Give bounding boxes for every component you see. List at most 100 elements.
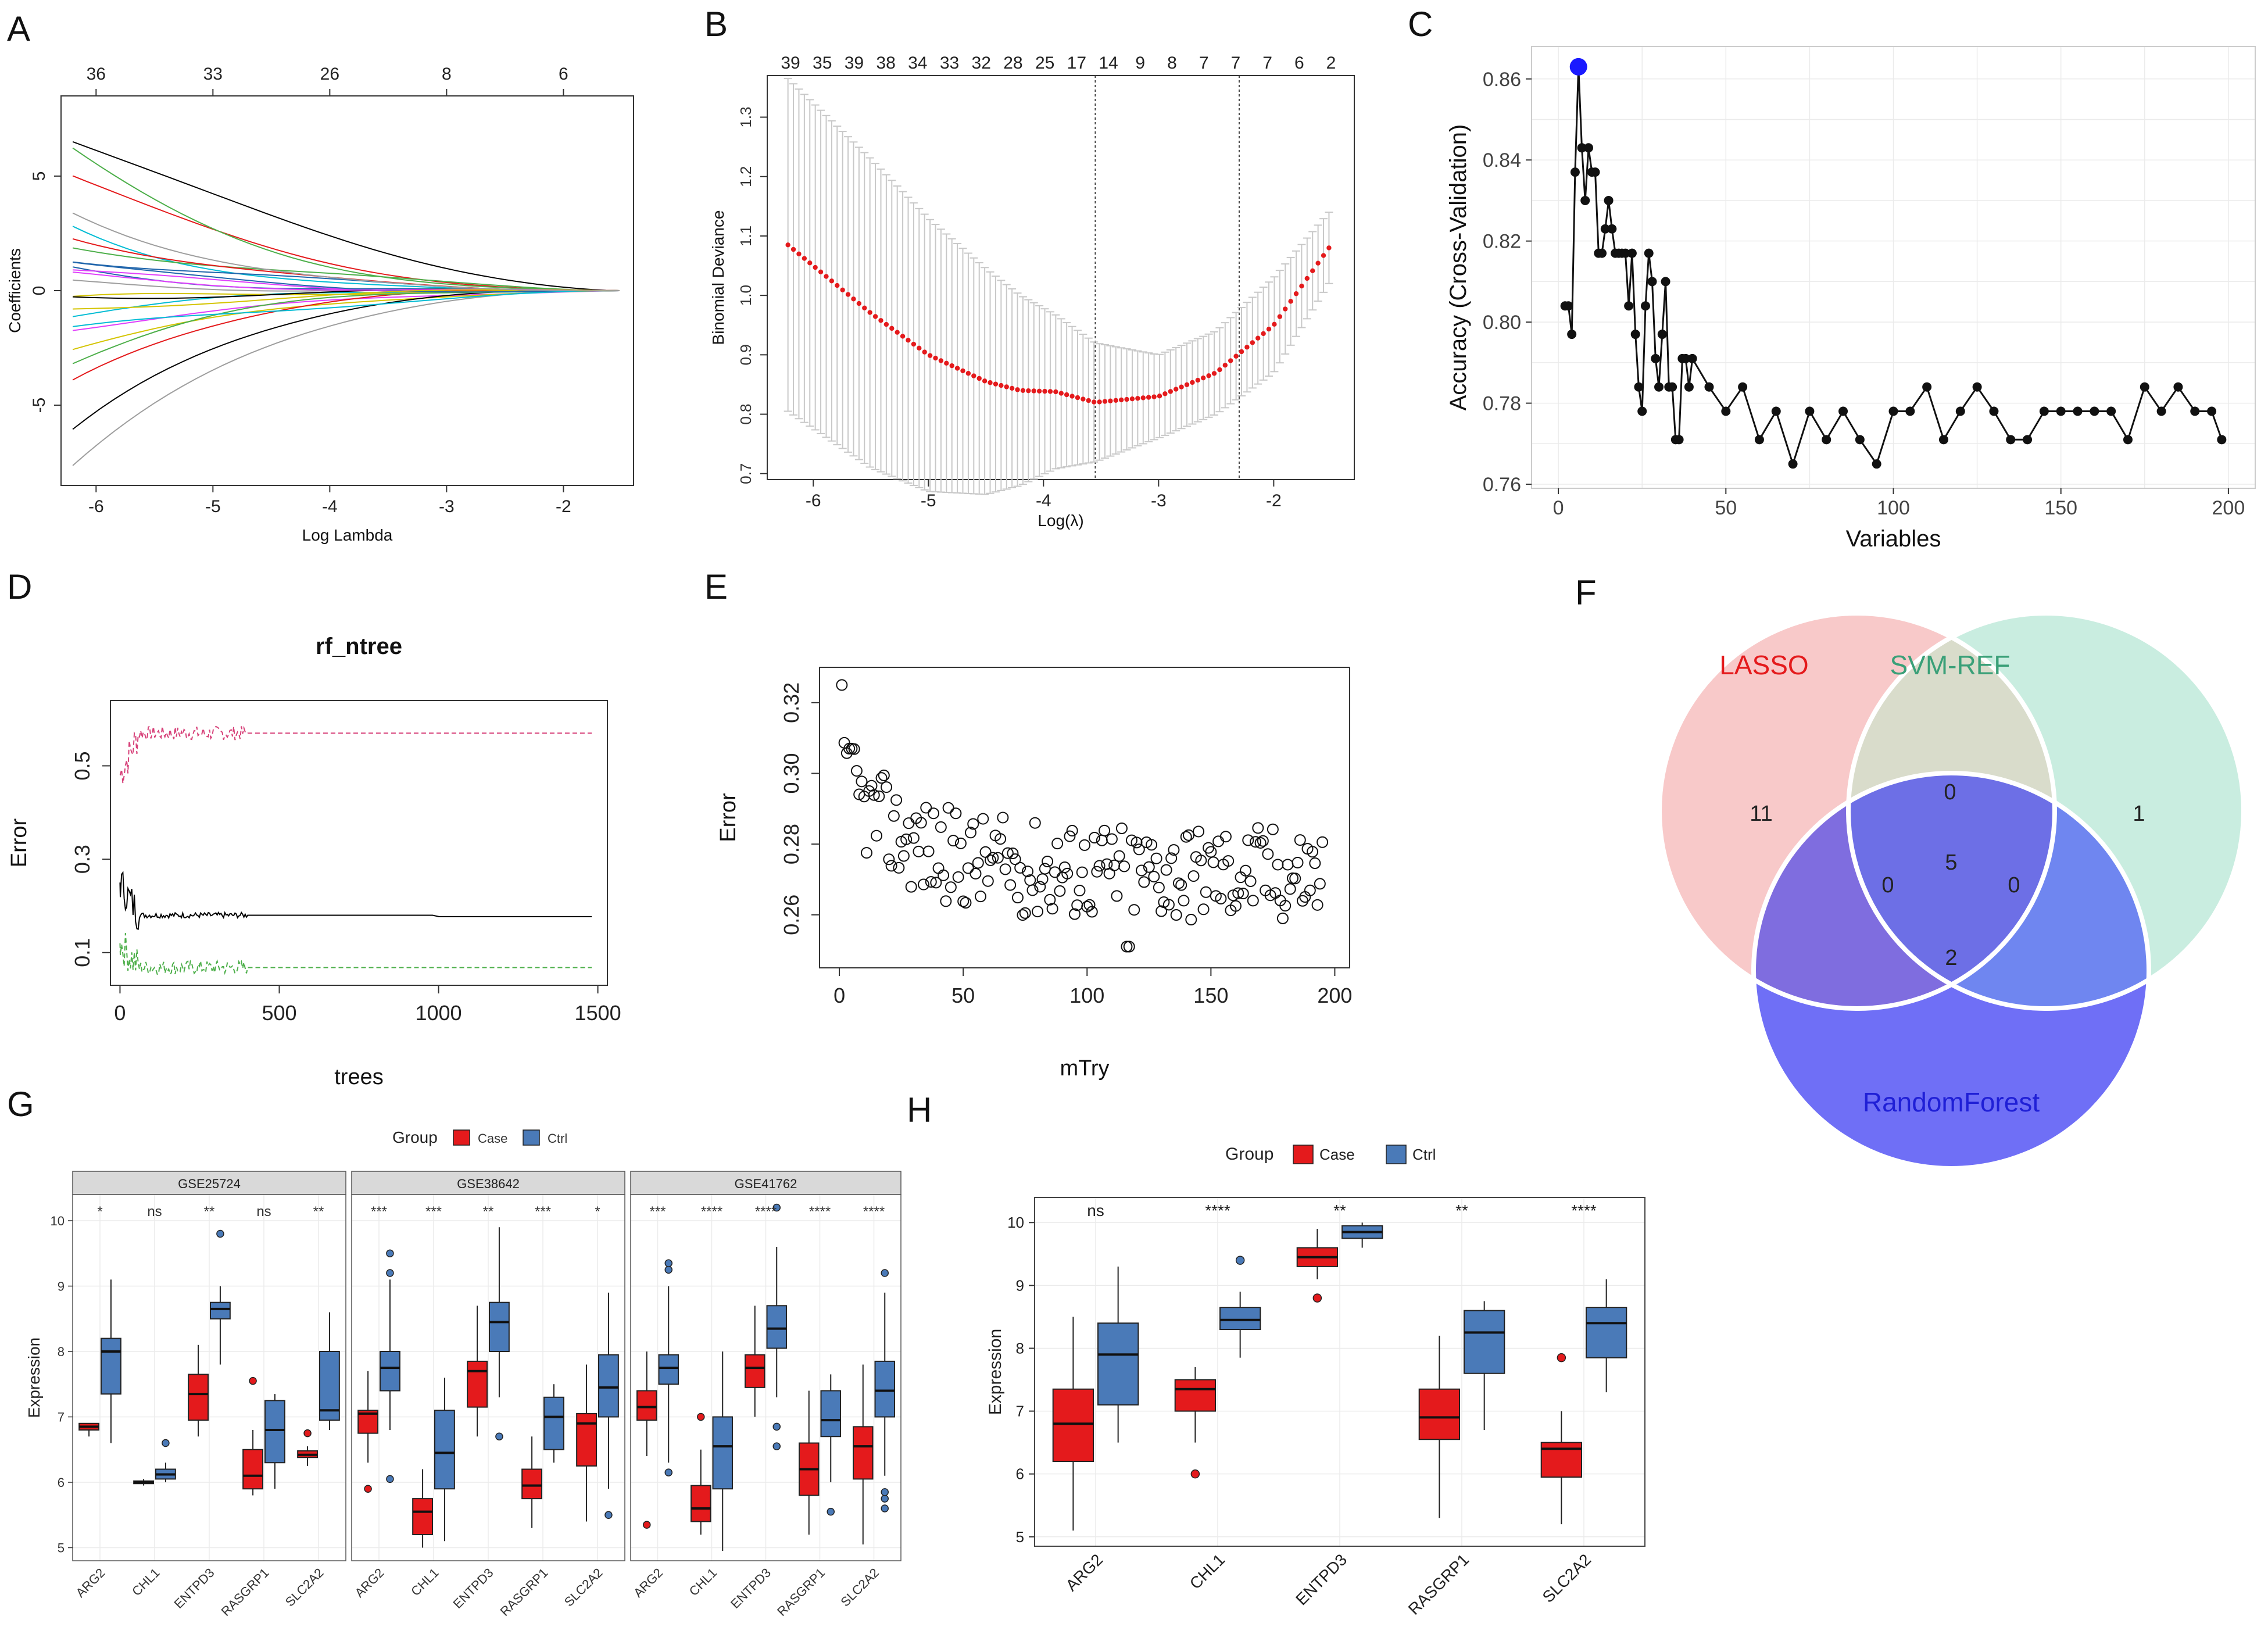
mtry-point <box>1091 866 1103 878</box>
mtry-point <box>1250 836 1262 848</box>
top-tick-label: 17 <box>1067 53 1086 73</box>
box-ctrl-ENTPD3-box <box>489 1302 510 1352</box>
facet-strip <box>630 1171 902 1195</box>
accuracy-point <box>2056 406 2066 416</box>
mtry-point <box>1232 887 1244 899</box>
legend-title: Group <box>392 1128 438 1146</box>
accuracy-point <box>1989 406 1999 416</box>
mtry-point <box>1150 852 1162 864</box>
deviance-point <box>988 380 993 385</box>
chart-g-faceted-boxplot: Group Case Ctrl GSE25724 * ARG2 ns CHL1 ** ENTPD3… <box>25 1128 902 1619</box>
deviance-point <box>1081 396 1086 402</box>
outlier-case <box>303 1429 312 1438</box>
mtry-point <box>1165 852 1178 864</box>
accuracy-point <box>1564 301 1573 311</box>
mtry-point <box>1180 831 1192 843</box>
accuracy-point <box>2006 435 2016 445</box>
deviance-point <box>1190 380 1195 385</box>
deviance-point <box>911 341 917 347</box>
y-tick-label: 7 <box>58 1410 65 1425</box>
deviance-point <box>1211 371 1217 376</box>
y-tick-label: 1.3 <box>737 106 754 127</box>
outlier-ctrl <box>1235 1256 1245 1265</box>
top-tick-label: 33 <box>940 53 959 73</box>
accuracy-point <box>1668 382 1677 392</box>
accuracy-point <box>2217 435 2227 445</box>
x-tick-label-ENTPD3: ENTPD3 <box>728 1565 774 1611</box>
outlier-case <box>643 1521 651 1529</box>
signif-label: ** <box>483 1204 494 1220</box>
box-ctrl-SLC2A2-box <box>319 1351 340 1421</box>
deviance-point <box>1179 384 1184 389</box>
box-case-CHL1-box <box>1174 1379 1216 1412</box>
deviance-point <box>1124 396 1129 402</box>
top-tick-label: 8 <box>442 65 452 84</box>
y-tick-label: 0.84 <box>1483 149 1521 171</box>
mtry-point <box>1007 847 1019 859</box>
x-tick-label-ENTPD3: ENTPD3 <box>450 1565 496 1611</box>
x-tick-label: -5 <box>921 491 936 510</box>
mtry-point <box>1014 861 1026 874</box>
plot-frame <box>110 700 608 986</box>
deviance-point <box>965 371 971 376</box>
mtry-point <box>938 869 950 881</box>
mtry-point <box>1279 900 1292 912</box>
outlier-ctrl <box>664 1468 672 1476</box>
deviance-point <box>1135 396 1140 401</box>
mtry-point <box>1049 866 1061 878</box>
mtry-point <box>922 845 935 857</box>
x-tick-label-ENTPD3: ENTPD3 <box>171 1565 217 1611</box>
mtry-point <box>1244 875 1257 888</box>
error-line-class1 <box>119 725 592 784</box>
y-tick-label: 0.7 <box>737 463 754 484</box>
y-tick-label: 8 <box>1016 1339 1024 1357</box>
mtry-point <box>1101 858 1113 870</box>
mtry-point <box>1193 825 1205 838</box>
mtry-point <box>1042 855 1054 867</box>
outlier-ctrl <box>881 1488 889 1496</box>
x-axis-label: Log(λ) <box>1038 512 1083 530</box>
deviance-point <box>1277 314 1283 319</box>
deviance-point <box>878 318 883 323</box>
deviance-point <box>1146 395 1151 400</box>
accuracy-point <box>1938 435 1948 445</box>
signif-label: **** <box>1571 1202 1597 1220</box>
x-tick-label: -4 <box>1036 491 1051 510</box>
mtry-point <box>1061 867 1074 879</box>
x-tick-label: 0 <box>1553 497 1564 519</box>
box-case-RASGRP1-box <box>242 1449 264 1490</box>
top-tick-label: 6 <box>559 65 568 84</box>
y-tick-label: 0.80 <box>1483 312 1521 334</box>
deviance-point <box>796 251 802 256</box>
coef-path-0 <box>72 141 620 291</box>
plot-frame <box>1034 1197 1645 1547</box>
mtry-point <box>1168 844 1180 856</box>
outlier-case <box>249 1376 257 1385</box>
mtry-point <box>860 847 872 859</box>
mtry-point <box>992 852 1004 864</box>
top-tick-label: 7 <box>1262 53 1272 73</box>
deviance-point <box>922 349 927 355</box>
accuracy-point <box>1624 301 1634 311</box>
mtry-point <box>1099 824 1111 836</box>
deviance-point <box>862 305 867 310</box>
plot-frame <box>819 667 1350 968</box>
accuracy-point <box>1590 167 1600 177</box>
outlier-ctrl <box>664 1265 672 1274</box>
outlier-ctrl <box>386 1475 394 1483</box>
y-tick-label: 0.8 <box>737 403 754 424</box>
facet-frame <box>72 1194 346 1561</box>
mtry-point <box>1115 823 1128 835</box>
accuracy-point <box>2090 406 2099 416</box>
deviance-point <box>1020 388 1026 394</box>
mtry-point <box>1108 859 1121 871</box>
mtry-point <box>960 896 972 909</box>
y-tick-label: 0.9 <box>737 344 754 365</box>
deviance-point <box>1102 399 1108 404</box>
deviance-point <box>1091 399 1097 405</box>
signif-label: * <box>595 1204 600 1220</box>
legend-label-ctrl: Ctrl <box>548 1131 567 1146</box>
mtry-point <box>1297 895 1309 907</box>
signif-label: **** <box>701 1204 722 1220</box>
